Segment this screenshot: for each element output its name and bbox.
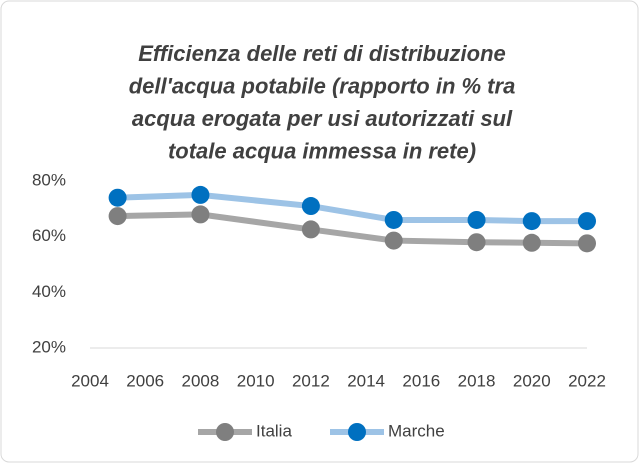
data-point [191, 205, 210, 224]
x-tick-label: 2020 [513, 371, 551, 390]
y-tick-label: 60% [32, 226, 66, 245]
data-point [467, 210, 486, 229]
x-tick-label: 2010 [237, 371, 275, 390]
x-tick-label: 2018 [458, 371, 496, 390]
y-tick-label: 40% [32, 282, 66, 301]
legend-label: Marche [388, 421, 445, 440]
chart-title: acqua erogata per usi autorizzati sul [132, 106, 513, 131]
legend-marker [216, 423, 234, 441]
x-tick-label: 2014 [347, 371, 385, 390]
y-tick-label: 80% [32, 170, 66, 189]
x-tick-label: 2006 [126, 371, 164, 390]
data-point [108, 188, 127, 207]
x-tick-label: 2012 [292, 371, 330, 390]
data-point [522, 212, 541, 231]
legend-label: Italia [256, 421, 292, 440]
data-point [467, 233, 486, 252]
chart-title: Efficienza delle reti di distribuzione [138, 41, 506, 66]
data-point [301, 220, 320, 239]
data-point [384, 210, 403, 229]
x-tick-label: 2022 [568, 371, 606, 390]
x-tick-label: 2004 [71, 371, 109, 390]
data-point [191, 185, 210, 204]
data-point [578, 234, 596, 253]
data-point [301, 197, 320, 216]
chart-title: totale acqua immessa in rete) [168, 138, 476, 163]
data-point [384, 231, 403, 250]
y-tick-label: 20% [32, 337, 66, 356]
chart-title: dell'acqua potabile (rapporto in % tra [129, 73, 516, 98]
data-point [108, 207, 127, 226]
data-point [578, 212, 596, 231]
data-point [522, 233, 541, 252]
x-tick-label: 2008 [182, 371, 220, 390]
legend-marker [348, 423, 366, 441]
x-tick-label: 2016 [402, 371, 440, 390]
